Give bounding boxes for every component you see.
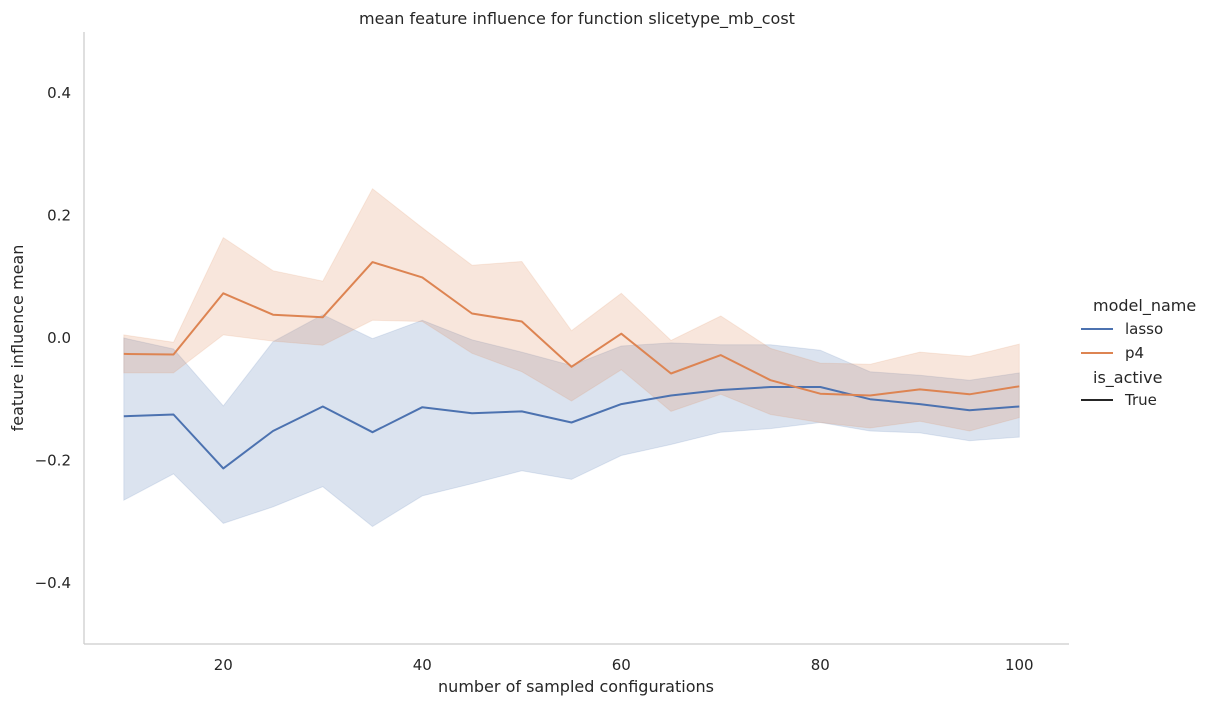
y-tick-label: −0.4 bbox=[35, 574, 71, 592]
legend-title-is-active: is_active bbox=[1093, 368, 1162, 388]
chart-title: mean feature influence for function slic… bbox=[359, 9, 795, 29]
y-axis-label: feature influence mean bbox=[8, 245, 27, 432]
x-tick-label: 20 bbox=[214, 656, 233, 674]
series-line-lasso bbox=[123, 386, 1020, 470]
y-tick-label: −0.2 bbox=[35, 451, 71, 469]
x-axis-label: number of sampled configurations bbox=[438, 677, 714, 696]
x-tick-label: 80 bbox=[811, 656, 830, 674]
ci-band-lasso bbox=[123, 314, 1020, 528]
y-tick-label: 0.2 bbox=[47, 207, 71, 225]
legend-label-lasso: lasso bbox=[1125, 320, 1163, 338]
ci-band-p4 bbox=[123, 187, 1020, 432]
x-tick-labels: 20 40 60 80 100 bbox=[214, 656, 1034, 674]
x-tick-label: 60 bbox=[612, 656, 631, 674]
y-tick-label: 0.0 bbox=[47, 329, 71, 347]
x-tick-label: 100 bbox=[1005, 656, 1034, 674]
y-tick-labels: −0.4 −0.2 0.0 0.2 0.4 bbox=[35, 84, 71, 592]
legend-title-model-name: model_name bbox=[1093, 296, 1196, 316]
plot-area bbox=[123, 187, 1020, 528]
legend-label-true: True bbox=[1124, 391, 1157, 409]
x-tick-label: 40 bbox=[413, 656, 432, 674]
y-tick-label: 0.4 bbox=[47, 84, 71, 102]
legend: model_name lasso p4 is_active True bbox=[1081, 296, 1196, 409]
series-line-p4 bbox=[123, 261, 1020, 397]
legend-label-p4: p4 bbox=[1125, 344, 1144, 362]
